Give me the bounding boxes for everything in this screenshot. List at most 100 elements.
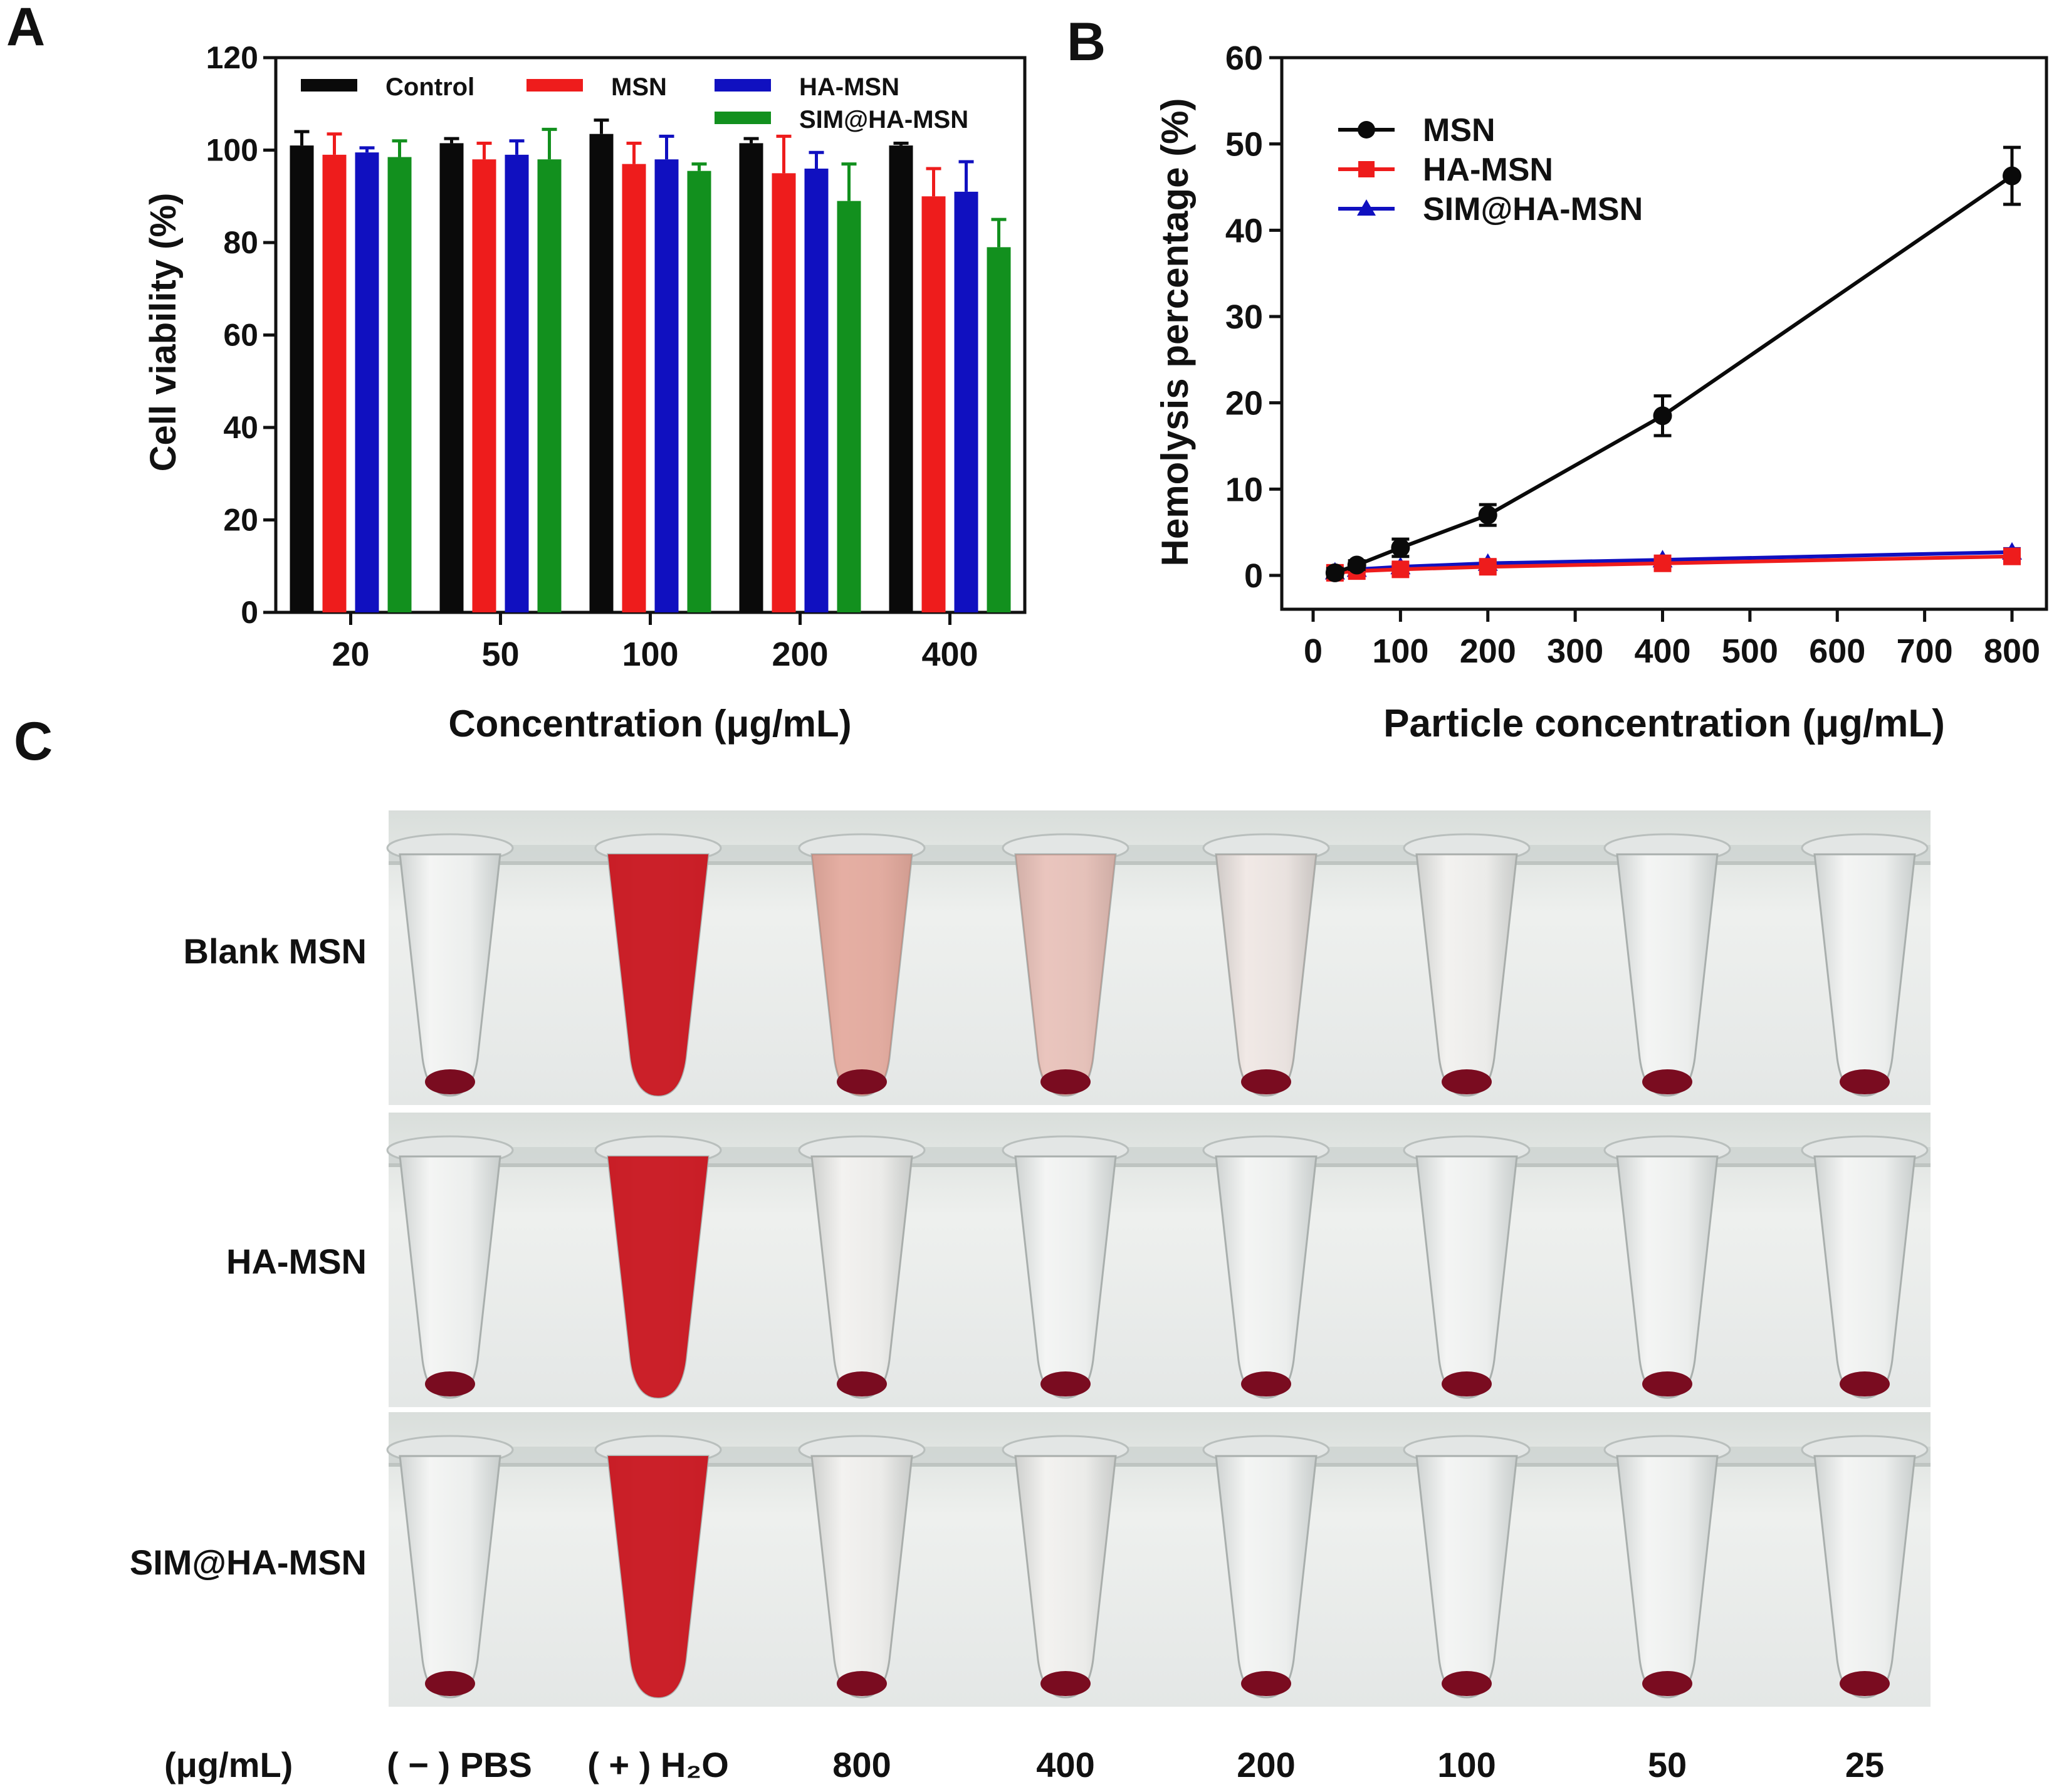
y-tick-label: 60 (1225, 39, 1263, 77)
tube-supernatant (1015, 854, 1116, 1096)
tube-rack-edge (389, 861, 1931, 865)
tube-supernatant (608, 854, 708, 1096)
x-axis-label: Particle concentration (μg/mL) (1383, 702, 1945, 745)
bar-control (739, 143, 763, 612)
x-tick-label: 200 (772, 636, 828, 673)
legend-marker (1358, 161, 1375, 177)
column-label: 50 (1648, 1745, 1687, 1784)
rbc-pellet (1840, 1371, 1890, 1396)
data-point-ha-msn (1391, 560, 1410, 579)
bar-msn (322, 154, 347, 612)
x-tick-label: 400 (921, 636, 978, 673)
panel-c-label: C (14, 711, 53, 772)
tube (1415, 1455, 1518, 1699)
bar-chart-cell-viability: 0 20 40 60 80 100 120 20 50 100 200 400 Control MSN… (143, 40, 1027, 745)
tube (1415, 1155, 1518, 1399)
unit-label: (μg/mL) (164, 1745, 293, 1784)
column-label: 25 (1845, 1745, 1884, 1784)
x-tick-label: 600 (1809, 632, 1865, 670)
bar-ha-msn (505, 154, 529, 612)
x-tick-label: 20 (332, 636, 369, 673)
tube (399, 1155, 501, 1399)
y-tick-label: 120 (206, 40, 258, 75)
legend-label: Control (385, 73, 474, 101)
tube (399, 853, 501, 1097)
rbc-pellet (1840, 1671, 1890, 1696)
row-label: HA-MSN (226, 1242, 367, 1281)
tube (810, 1455, 913, 1699)
y-axis-label: Hemolysis percentage (%) (1154, 98, 1196, 567)
x-tick-label: 700 (1897, 632, 1953, 670)
panel-a-label: A (6, 0, 45, 57)
data-point-msn (2003, 166, 2021, 186)
x-tick-label: 400 (1634, 632, 1690, 670)
legend-label: MSN (611, 73, 667, 101)
rbc-pellet (1241, 1069, 1291, 1094)
bar-sim-ha-msn (987, 247, 1011, 612)
rbc-pellet (1241, 1371, 1291, 1396)
legend-label: SIM@HA-MSN (1423, 191, 1643, 228)
bar-sim-ha-msn (537, 159, 562, 612)
x-tick-label: 0 (1304, 632, 1323, 670)
data-point-ha-msn (1653, 554, 1672, 572)
rbc-pellet (1642, 1671, 1692, 1696)
tube (1215, 1455, 1318, 1699)
row-label: Blank MSN (184, 931, 367, 971)
x-tick-label: 100 (1372, 632, 1428, 670)
legend-swatch (715, 112, 771, 124)
y-tick-label: 20 (223, 503, 258, 538)
rbc-pellet (1840, 1069, 1890, 1094)
tube (1813, 853, 1916, 1097)
data-point-ha-msn (2003, 547, 2021, 565)
column-label: 200 (1237, 1745, 1295, 1784)
tube-supernatant (1216, 854, 1316, 1096)
rbc-pellet (837, 1069, 887, 1094)
x-tick-label: 500 (1722, 632, 1778, 670)
rbc-pellet (1442, 1671, 1492, 1696)
rbc-pellet (425, 1671, 475, 1696)
data-point-msn (1325, 563, 1344, 582)
tube-rack-edge (389, 1163, 1931, 1167)
data-point-msn (1347, 555, 1366, 575)
tube (1415, 853, 1518, 1097)
hemolysis-tube-photo (386, 810, 1931, 1707)
tube (1813, 1155, 1916, 1399)
bar-control (589, 134, 614, 612)
legend-swatch (301, 79, 357, 92)
rbc-pellet (1040, 1671, 1091, 1696)
bar-msn (921, 196, 946, 612)
tube (1616, 1155, 1719, 1399)
tube (1616, 1455, 1719, 1699)
rbc-pellet (1642, 1069, 1692, 1094)
column-label: 100 (1437, 1745, 1496, 1784)
bar-ha-msn (654, 159, 679, 612)
rbc-pellet (1442, 1371, 1492, 1396)
rbc-pellet (1642, 1371, 1692, 1396)
column-label: ( − ) PBS (387, 1745, 532, 1784)
data-point-msn (1478, 505, 1497, 525)
x-tick-label: 50 (481, 636, 519, 673)
bar-msn (772, 173, 796, 612)
bar-msn (622, 164, 646, 612)
legend-label: MSN (1423, 112, 1496, 149)
bar-control (889, 145, 913, 612)
bar-ha-msn (355, 152, 379, 612)
y-tick-label: 0 (1244, 557, 1263, 595)
bar-sim-ha-msn (837, 201, 861, 612)
tube (1813, 1455, 1916, 1699)
y-tick-label: 60 (223, 318, 258, 353)
y-tick-label: 0 (241, 595, 258, 630)
bar-control (439, 143, 464, 612)
legend-label: HA-MSN (799, 73, 899, 101)
bar-sim-ha-msn (687, 170, 711, 612)
tube-rack-edge (389, 1463, 1931, 1467)
x-tick-label: 800 (1984, 632, 2040, 670)
tube (399, 1455, 501, 1699)
tube (1014, 853, 1117, 1097)
x-tick-label: 300 (1547, 632, 1603, 670)
bar-control (290, 145, 314, 612)
y-tick-label: 10 (1225, 471, 1263, 508)
bar-ha-msn (804, 169, 829, 612)
y-axis-label: Cell viability (%) (143, 193, 184, 472)
